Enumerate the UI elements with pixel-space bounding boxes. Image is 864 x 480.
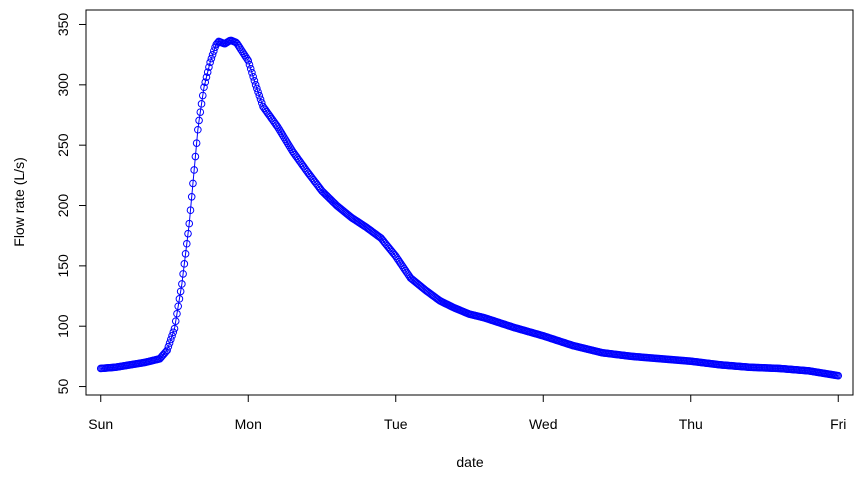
data-point bbox=[165, 339, 174, 347]
data-point bbox=[208, 51, 217, 59]
data-point bbox=[250, 77, 259, 85]
data-point bbox=[254, 88, 262, 96]
data-point bbox=[174, 302, 182, 311]
data-point bbox=[245, 60, 254, 69]
data-point bbox=[249, 72, 257, 81]
data-point bbox=[237, 45, 245, 54]
data-point bbox=[201, 78, 210, 87]
y-tick-label: 300 bbox=[55, 73, 71, 97]
data-point bbox=[280, 133, 288, 141]
data-point bbox=[164, 342, 173, 351]
x-tick-label: Thu bbox=[679, 416, 703, 432]
y-axis-label: Flow rate (L/s) bbox=[11, 157, 27, 246]
data-point bbox=[210, 47, 218, 55]
data-point bbox=[187, 193, 196, 201]
data-point bbox=[253, 84, 261, 93]
y-tick-label: 100 bbox=[55, 314, 71, 338]
data-point bbox=[171, 317, 180, 325]
y-tick-label: 200 bbox=[55, 194, 71, 218]
x-axis-label: date bbox=[456, 454, 483, 470]
data-point bbox=[286, 143, 294, 151]
y-axis: 50 100 150 200 250 300 350 bbox=[55, 13, 87, 395]
data-point bbox=[285, 141, 293, 149]
data-point bbox=[281, 135, 289, 143]
data-point bbox=[272, 121, 281, 130]
data-point bbox=[169, 328, 178, 337]
x-tick-label: Fri bbox=[830, 416, 846, 432]
data-point bbox=[206, 58, 214, 67]
data-point bbox=[235, 43, 244, 52]
data-point bbox=[246, 64, 255, 73]
x-tick-label: Tue bbox=[384, 416, 408, 432]
data-point bbox=[179, 270, 187, 278]
data-point bbox=[277, 129, 286, 137]
data-point bbox=[200, 83, 208, 92]
data-point bbox=[207, 54, 216, 63]
data-point bbox=[248, 68, 256, 77]
data-point bbox=[182, 239, 191, 248]
data-point bbox=[176, 287, 185, 296]
data-point bbox=[163, 346, 171, 355]
data-point bbox=[241, 53, 250, 61]
data-point bbox=[184, 229, 192, 238]
data-point bbox=[233, 39, 241, 48]
data-point bbox=[180, 260, 189, 268]
data-point bbox=[181, 249, 190, 258]
data-point bbox=[275, 125, 283, 133]
data-point bbox=[255, 91, 264, 100]
data-point bbox=[192, 139, 201, 147]
data-point bbox=[202, 73, 211, 81]
data-point bbox=[282, 137, 291, 145]
data-point bbox=[168, 332, 176, 340]
data-point bbox=[167, 335, 175, 344]
data-point bbox=[239, 49, 248, 57]
data-point bbox=[196, 108, 205, 116]
flow-series bbox=[96, 36, 843, 380]
data-point bbox=[185, 219, 194, 228]
data-point bbox=[205, 63, 213, 71]
data-point bbox=[194, 125, 202, 134]
data-point bbox=[197, 100, 206, 108]
data-point bbox=[190, 166, 198, 174]
y-tick-label: 50 bbox=[55, 379, 71, 395]
data-point bbox=[186, 206, 195, 215]
x-tick-label: Wed bbox=[529, 416, 558, 432]
x-tick-label: Mon bbox=[235, 416, 262, 432]
data-point bbox=[191, 152, 200, 161]
data-point bbox=[238, 47, 246, 56]
data-point bbox=[244, 56, 253, 65]
data-point bbox=[273, 123, 282, 131]
data-point bbox=[276, 127, 285, 135]
x-axis: Sun Mon Tue Wed Thu Fri bbox=[88, 394, 846, 432]
y-tick-label: 250 bbox=[55, 133, 71, 157]
data-point bbox=[256, 95, 265, 104]
data-point bbox=[287, 145, 296, 153]
data-point bbox=[283, 139, 292, 147]
data-point bbox=[203, 68, 212, 76]
data-point bbox=[195, 116, 203, 125]
x-tick-label: Sun bbox=[88, 416, 113, 432]
data-point bbox=[175, 295, 184, 303]
data-point bbox=[178, 280, 186, 288]
y-tick-label: 350 bbox=[55, 13, 71, 37]
data-point bbox=[189, 179, 197, 188]
data-point bbox=[278, 131, 287, 139]
data-point bbox=[834, 371, 843, 380]
data-point bbox=[173, 309, 181, 318]
data-point bbox=[240, 51, 249, 59]
data-point bbox=[234, 41, 243, 50]
data-point bbox=[198, 91, 207, 100]
data-point bbox=[170, 324, 179, 333]
data-point bbox=[251, 81, 260, 89]
y-tick-label: 150 bbox=[55, 254, 71, 278]
